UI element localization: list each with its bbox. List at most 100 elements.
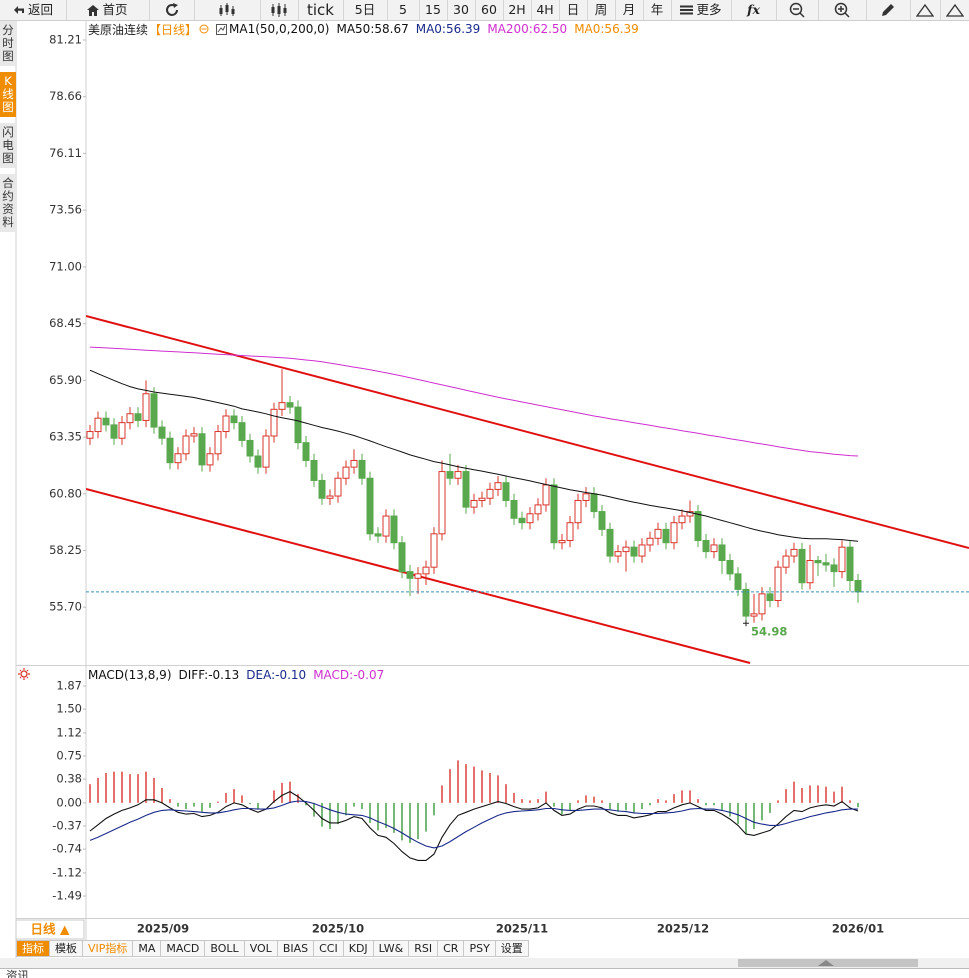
x-tick-label: 2025/12 xyxy=(657,922,709,936)
indicator-button[interactable] xyxy=(260,0,299,20)
footer-tab[interactable]: 资讯 xyxy=(6,969,29,978)
home-button[interactable]: 首页 xyxy=(66,0,150,20)
indicator-tab[interactable]: PSY xyxy=(464,940,496,957)
candle-body xyxy=(798,548,806,584)
period-5m[interactable]: 5 xyxy=(387,0,420,20)
indicator-icon[interactable] xyxy=(216,23,228,35)
candle-body xyxy=(646,537,654,546)
y-tick-label: 65.90 xyxy=(49,373,82,387)
indicator-tabs: 指标 模板 VIP指标 MA MACD BOLL VOL BIAS CCI KDJ LW& RSI CR… xyxy=(16,940,529,957)
indicator-tab[interactable]: BIAS xyxy=(277,940,315,957)
indicator-tab[interactable]: CR xyxy=(438,940,465,957)
macd-settings-icon[interactable] xyxy=(18,668,30,680)
period-30m[interactable]: 30 xyxy=(447,0,476,20)
candle-body xyxy=(734,573,742,590)
toolbar: 返回 首页 tick 5日 5 15 30 60 2H 4H 日 周 月 年 更… xyxy=(0,0,969,21)
indicator-tab[interactable]: 指标 xyxy=(16,940,50,957)
period-year[interactable]: 年 xyxy=(643,0,672,20)
indicator-tab[interactable]: CCI xyxy=(314,940,344,957)
candle-body xyxy=(758,593,766,615)
zoom-out-button[interactable] xyxy=(776,0,819,20)
sidebar-tab[interactable]: 分时图 xyxy=(0,21,16,66)
candle-body xyxy=(622,546,630,553)
candle-body xyxy=(630,546,638,557)
indicator-tab[interactable]: MA xyxy=(133,940,162,957)
candle-body xyxy=(310,459,318,481)
indicator-tab[interactable]: LW& xyxy=(373,940,410,957)
indicator-tab[interactable]: RSI xyxy=(409,940,439,957)
period-button[interactable]: 日线 ▲ xyxy=(31,922,70,937)
candle-body xyxy=(406,571,414,579)
indicator-tab[interactable]: 设置 xyxy=(495,940,529,957)
period-day[interactable]: 日 xyxy=(559,0,588,20)
zoom-in-button[interactable] xyxy=(818,0,867,20)
y-tick-label: 1.87 xyxy=(56,679,82,693)
y-tick-label: 0.00 xyxy=(56,795,82,809)
period-5d[interactable]: 5日 xyxy=(343,0,388,20)
period-tick[interactable]: tick xyxy=(298,0,344,20)
triangle-icon xyxy=(945,3,964,17)
period-month[interactable]: 月 xyxy=(615,0,644,20)
candle-body xyxy=(318,479,326,499)
y-tick-label: 1.12 xyxy=(56,725,82,739)
period-2h[interactable]: 2H xyxy=(503,0,532,20)
candle-body xyxy=(414,573,422,579)
period-week[interactable]: 周 xyxy=(587,0,616,20)
indicator-label: MA0:56.39 xyxy=(574,22,639,36)
candle-body xyxy=(670,522,678,544)
back-button[interactable]: 返回 xyxy=(0,0,67,20)
triangle-icon xyxy=(916,3,934,17)
menu-icon xyxy=(680,5,694,15)
collapse-icon[interactable] xyxy=(199,24,209,34)
low-label: 54.98 xyxy=(751,625,787,639)
candle-body xyxy=(342,466,350,479)
draw-button[interactable] xyxy=(866,0,911,20)
candle-body xyxy=(478,497,486,501)
chart-type-button[interactable] xyxy=(194,0,261,20)
macd-legend: MACD(13,8,9) DIFF:-0.13 DEA:-0.10 MACD:-… xyxy=(88,667,384,683)
candle-body xyxy=(166,437,174,464)
sidebar-tab[interactable]: 闪电图 xyxy=(0,123,16,168)
candle-body xyxy=(134,413,142,421)
shape-button[interactable] xyxy=(940,0,969,20)
candle-body xyxy=(118,422,126,439)
y-tick-label: 60.80 xyxy=(49,486,82,500)
period-15m[interactable]: 15 xyxy=(419,0,448,20)
candle-body xyxy=(158,426,166,439)
home-label: 首页 xyxy=(102,2,128,17)
candle-body xyxy=(422,566,430,575)
y-tick-label: 68.45 xyxy=(49,316,82,330)
indicator-tab[interactable]: BOLL xyxy=(205,940,245,957)
y-tick-label: 0.75 xyxy=(56,749,82,763)
candle-body xyxy=(446,471,454,479)
candle-body xyxy=(230,415,238,424)
candle-body xyxy=(574,499,582,524)
indicator-tab[interactable]: MACD xyxy=(161,940,206,957)
candle-body xyxy=(558,539,566,544)
indicator-tab[interactable]: KDJ xyxy=(343,940,374,957)
candle-body xyxy=(718,544,726,562)
sidebar-tab-active[interactable]: K线图 xyxy=(0,72,16,117)
shape-button[interactable] xyxy=(910,0,941,20)
price-legend: 美原油连续 【日线】 MA1(50,0,200,0) MA50:58.67 MA… xyxy=(88,21,639,37)
y-tick-label: -0.37 xyxy=(52,819,82,833)
candle-body xyxy=(782,555,790,568)
formula-button[interactable]: fx xyxy=(731,0,777,20)
indicator-tab[interactable]: 模板 xyxy=(50,940,83,957)
indicator-tab[interactable]: VIP指标 xyxy=(83,940,134,957)
candle-body xyxy=(686,511,694,517)
period-4h[interactable]: 4H xyxy=(531,0,560,20)
candle-body xyxy=(398,542,406,573)
candle-body xyxy=(142,393,150,421)
refresh-button[interactable] xyxy=(149,0,195,20)
more-button[interactable]: 更多 xyxy=(671,0,732,20)
candle-body xyxy=(502,482,510,501)
period-60m[interactable]: 60 xyxy=(475,0,504,20)
series-legend: MA50:58.67 xyxy=(336,22,409,36)
candle-body xyxy=(654,528,662,539)
period-button-box[interactable] xyxy=(15,919,85,940)
indicator-tab[interactable]: VOL xyxy=(244,940,278,957)
sidebar-tab[interactable]: 合约资料 xyxy=(0,174,16,232)
